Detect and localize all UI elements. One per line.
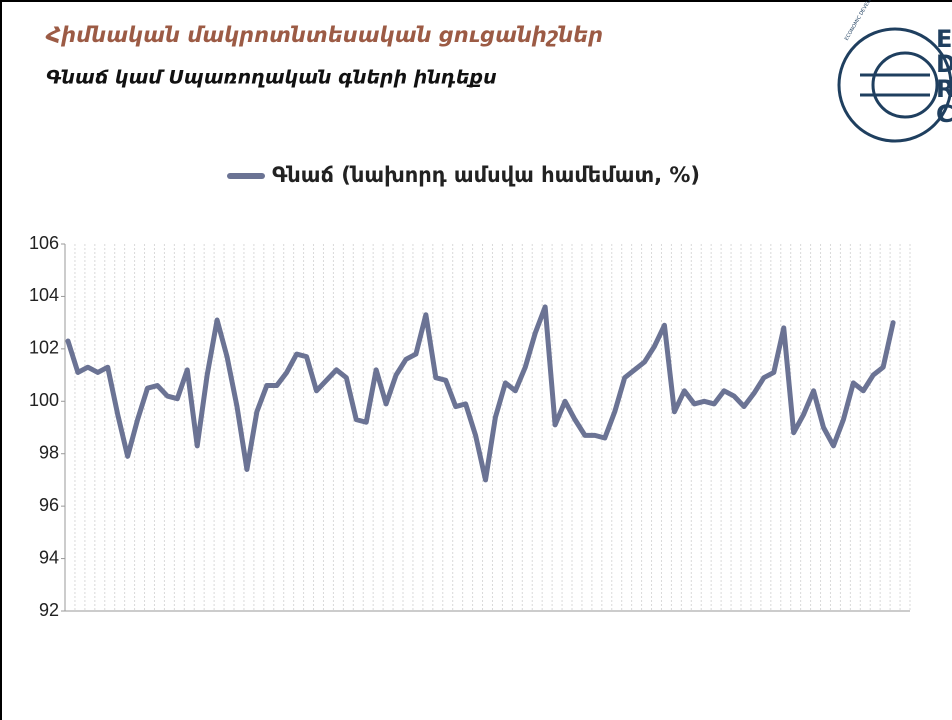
y-tick-label: 100 [29,390,59,410]
logo-letter: E [936,25,952,53]
logo-letter: D [936,50,952,78]
y-tick-label: 94 [39,547,59,567]
slide-title: Հիմնական մակրոտնտեսական ցուցանիշներ [45,23,603,47]
y-tick-label: 96 [39,495,59,515]
series-line [65,304,896,483]
y-tick-label: 92 [39,600,59,620]
y-tick-label: 106 [29,233,59,253]
legend-label: Գնաճ (նախորդ ամսվա համեմատ, %) [272,163,700,187]
logo-ring-inner [871,51,939,119]
logo-letter: C [936,100,952,128]
y-tick-label: 98 [39,442,59,462]
slide-subtitle: Գնաճ կամ Սպառողական գների ինդեքս [46,67,497,89]
logo-ring [837,27,952,143]
logo-letter: R [936,75,952,103]
y-tick-label: 104 [29,285,59,305]
y-tick-label: 102 [29,338,59,358]
